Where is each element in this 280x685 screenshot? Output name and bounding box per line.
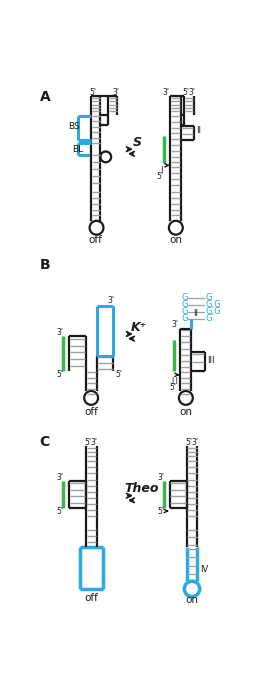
Text: 5': 5' — [182, 88, 189, 97]
Text: G: G — [181, 307, 188, 316]
Text: II: II — [193, 309, 199, 318]
Text: 3': 3' — [188, 88, 195, 97]
Text: I: I — [160, 166, 162, 175]
Text: G: G — [205, 314, 212, 323]
Text: 3': 3' — [192, 438, 199, 447]
Text: S: S — [133, 136, 142, 149]
Text: G: G — [181, 314, 188, 323]
Text: 5': 5' — [115, 371, 122, 379]
Text: BL: BL — [72, 145, 83, 153]
Text: II: II — [196, 126, 201, 135]
Text: III: III — [207, 356, 214, 365]
Text: G: G — [181, 293, 188, 302]
Text: on: on — [179, 407, 192, 416]
Text: 3': 3' — [91, 438, 98, 447]
Text: 3': 3' — [157, 473, 164, 482]
Text: BS: BS — [68, 123, 80, 132]
Text: 3': 3' — [112, 88, 119, 97]
Text: 3': 3' — [162, 88, 169, 97]
Text: 3': 3' — [56, 473, 63, 482]
Text: IV: IV — [200, 565, 208, 574]
Text: 5': 5' — [169, 384, 176, 393]
Text: 5': 5' — [157, 508, 164, 516]
Text: B: B — [39, 258, 50, 272]
Text: 5': 5' — [89, 88, 96, 97]
Text: G: G — [181, 300, 188, 309]
Text: off: off — [89, 235, 103, 245]
Text: on: on — [169, 235, 182, 245]
Text: 5': 5' — [156, 172, 163, 181]
Text: G,G: G,G — [205, 307, 221, 316]
Text: A: A — [39, 90, 50, 104]
Text: 5': 5' — [56, 508, 63, 516]
Text: 5': 5' — [185, 438, 192, 447]
Text: off: off — [84, 593, 98, 603]
Text: on: on — [186, 595, 199, 606]
Text: 3': 3' — [56, 328, 63, 337]
Text: C: C — [39, 435, 50, 449]
Text: 5': 5' — [85, 438, 92, 447]
Text: K⁺: K⁺ — [131, 321, 147, 334]
Text: 3': 3' — [107, 297, 114, 306]
Text: 5': 5' — [56, 371, 63, 379]
Text: G: G — [205, 293, 212, 302]
Text: off: off — [84, 407, 98, 416]
Text: Theo: Theo — [125, 482, 159, 495]
Text: 3': 3' — [171, 321, 178, 329]
Text: G,G: G,G — [205, 300, 221, 309]
Text: I,I: I,I — [171, 377, 178, 386]
